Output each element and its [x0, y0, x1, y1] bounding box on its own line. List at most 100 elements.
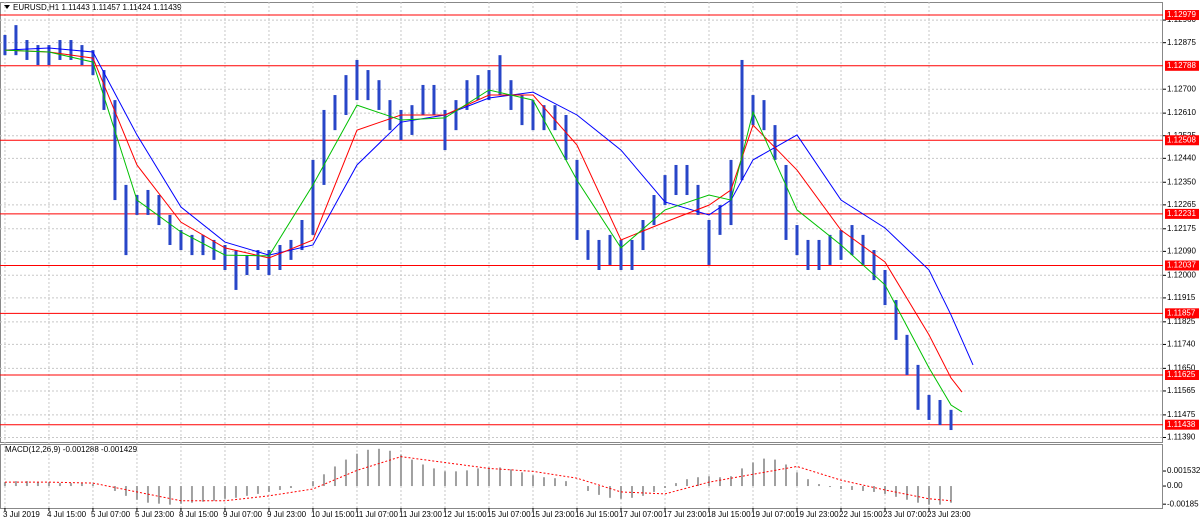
macd-panel: [0, 444, 1163, 509]
x-tick-label: 16 Jul 15:00: [575, 510, 619, 519]
price-bar: [146, 189, 150, 215]
x-tick-label: 5 Jul 23:00: [135, 510, 175, 519]
y-tick-label: 1.12610: [1167, 108, 1196, 117]
x-tick-label: 17 Jul 23:00: [663, 510, 707, 519]
x-tick-label: 12 Jul 15:00: [443, 510, 487, 519]
y-tick-label: 1.12175: [1167, 224, 1196, 233]
main-panel: [0, 2, 1163, 443]
y-tick-label: 1.11740: [1167, 340, 1196, 349]
price-bar: [696, 184, 700, 215]
price-bar: [234, 250, 238, 290]
price-bar: [927, 394, 931, 420]
moving-average: [4, 47, 974, 366]
price-bar: [773, 125, 777, 160]
x-tick-label: 19 Jul 07:00: [751, 510, 795, 519]
y-tick-label: 1.12000: [1167, 270, 1196, 279]
y-tick-label: 1.12700: [1167, 84, 1196, 93]
price-bar: [872, 250, 876, 281]
price-bar: [861, 234, 865, 265]
x-tick-label: 18 Jul 15:00: [707, 510, 751, 519]
level-tag: [1165, 308, 1199, 319]
y-tick-label: 1.12440: [1167, 153, 1196, 162]
price-bar: [487, 70, 491, 101]
price-bar: [597, 239, 601, 270]
price-bar: [883, 269, 887, 306]
x-tick-label: 10 Jul 15:00: [311, 510, 355, 519]
level-label: 1.11857: [1167, 308, 1196, 317]
price-bar: [300, 220, 304, 251]
level-label: 1.11438: [1167, 420, 1196, 429]
x-tick-label: 4 Jul 15:00: [47, 510, 87, 519]
price-bar: [377, 80, 381, 110]
x-tick-label: 17 Jul 07:00: [619, 510, 663, 519]
price-bar: [751, 95, 755, 126]
price-bar: [14, 25, 18, 56]
x-tick-label: 3 Jul 2019: [3, 510, 40, 519]
price-bar: [58, 40, 62, 60]
price-bar: [454, 100, 458, 131]
price-bar: [355, 59, 359, 101]
price-bar: [322, 109, 326, 185]
price-bar: [828, 234, 832, 265]
x-tick-label: 22 Jul 15:00: [839, 510, 883, 519]
price-bar: [278, 244, 282, 270]
macd-title: MACD(12,26,9) -0.001288 -0.001429: [5, 445, 138, 454]
y-tick-label: 0.00: [1167, 481, 1183, 490]
price-bar: [663, 175, 667, 206]
price-bar: [223, 244, 227, 270]
level-label: 1.11625: [1167, 370, 1196, 379]
x-tick-label: 23 Jul 07:00: [883, 510, 927, 519]
price-bar: [718, 205, 722, 235]
y-tick-label: 1.12265: [1167, 200, 1196, 209]
price-bar: [201, 234, 205, 256]
price-bar: [388, 100, 392, 131]
y-tick-label: 1.12875: [1167, 38, 1196, 47]
level-label: 1.12788: [1167, 61, 1196, 70]
price-bar: [267, 250, 271, 276]
menu-arrow[interactable]: [4, 5, 10, 9]
price-bar: [432, 84, 436, 115]
price-bar: [124, 184, 128, 256]
price-bar: [25, 40, 29, 60]
price-bar: [553, 105, 557, 131]
price-bar: [729, 159, 733, 226]
macd-signal: [4, 456, 952, 502]
price-bar: [542, 105, 546, 131]
price-bar: [256, 250, 260, 270]
price-bar: [762, 100, 766, 131]
level-tag: [1165, 370, 1199, 381]
price-bar: [366, 70, 370, 101]
level-tag: [1165, 208, 1199, 219]
price-bar: [685, 164, 689, 196]
price-bar: [179, 230, 183, 251]
y-tick-label: 1.11650: [1167, 363, 1196, 372]
level-label: 1.12231: [1167, 209, 1196, 218]
price-bar: [619, 239, 623, 270]
price-bar: [399, 109, 403, 140]
y-tick-label: 1.11825: [1167, 317, 1196, 326]
price-bar: [190, 234, 194, 256]
y-tick-label: 1.12090: [1167, 246, 1196, 255]
price-bar: [608, 234, 612, 265]
price-bar: [245, 255, 249, 276]
price-bar: [102, 70, 106, 110]
price-bar: [586, 230, 590, 260]
price-bar: [630, 239, 634, 270]
price-bar: [344, 75, 348, 115]
level-label: 1.12508: [1167, 135, 1196, 144]
level-tag: [1165, 60, 1199, 71]
price-bar: [674, 164, 678, 196]
x-tick-label: 5 Jul 07:00: [91, 510, 131, 519]
y-tick-label: 1.11915: [1167, 293, 1196, 302]
moving-average: [4, 49, 963, 413]
y-tick-label: 1.12350: [1167, 177, 1196, 186]
price-bar: [113, 100, 117, 201]
y-tick-label: 1.11475: [1167, 410, 1196, 419]
price-bar: [938, 399, 942, 425]
price-bar: [311, 159, 315, 235]
price-bar: [36, 45, 40, 66]
price-bar: [641, 220, 645, 251]
price-bar: [47, 45, 51, 66]
price-bar: [575, 159, 579, 240]
price-bar: [740, 59, 744, 181]
